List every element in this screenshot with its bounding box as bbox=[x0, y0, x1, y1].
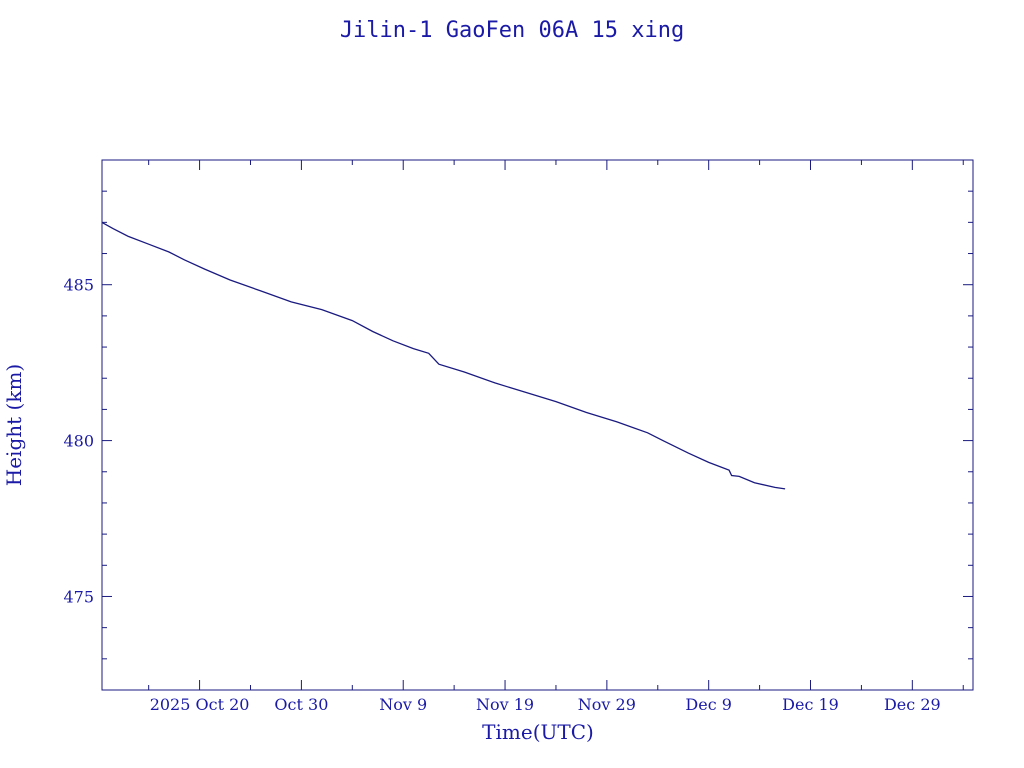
y-tick-label: 485 bbox=[63, 276, 94, 295]
x-tick-label: Nov 9 bbox=[379, 695, 427, 714]
x-axis-ticks bbox=[148, 160, 964, 690]
y-tick-label: 475 bbox=[63, 587, 94, 606]
x-tick-label: Dec 29 bbox=[884, 695, 941, 714]
x-tick-label: Nov 29 bbox=[578, 695, 636, 714]
y-axis-ticks bbox=[102, 190, 973, 660]
x-tick-label: Dec 19 bbox=[782, 695, 839, 714]
x-tick-label: Oct 30 bbox=[274, 695, 328, 714]
x-axis-label: Time(UTC) bbox=[482, 720, 594, 744]
plot-frame bbox=[101, 159, 974, 691]
chart-title: Jilin-1 GaoFen 06A 15 xing bbox=[340, 18, 684, 43]
x-axis-tick-labels: 2025 Oct 20 Oct 30 Nov 9 Nov 19 Nov 29 Dec 9 D… bbox=[150, 695, 941, 714]
y-tick-label: 480 bbox=[63, 432, 94, 451]
y-axis-label: Height (km) bbox=[2, 364, 26, 486]
x-tick-label: 2025 Oct 20 bbox=[150, 695, 250, 714]
x-tick-label: Nov 19 bbox=[476, 695, 534, 714]
y-axis-tick-labels: 475 480 485 bbox=[63, 276, 94, 607]
x-tick-label: Dec 9 bbox=[685, 695, 732, 714]
series-line bbox=[101, 221, 786, 490]
